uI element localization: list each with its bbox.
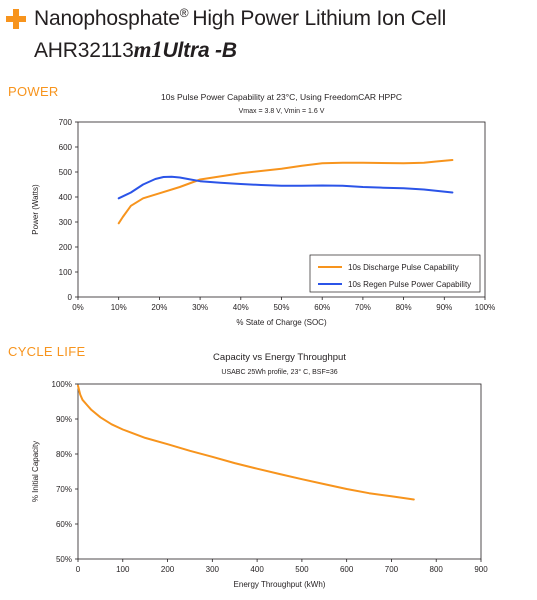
plot-frame [77, 383, 482, 560]
y-tick-label: 200 [59, 243, 73, 252]
legend-label-2: 10s Regen Pulse Power Capability [348, 280, 471, 289]
model-m1: m1 [133, 37, 163, 62]
model-title: AHR32113m1Ultra -B [34, 37, 237, 63]
x-tick-label: 90% [436, 303, 452, 312]
y-tick-label: 70% [56, 485, 72, 494]
y-tick-label: 100% [52, 380, 72, 389]
chart-subtitle: USABC 25Wh profile, 23° C, BSF=36 [221, 368, 337, 376]
x-tick-label: 40% [233, 303, 249, 312]
header: Nanophosphate® High Power Lithium Ion Cel… [0, 0, 537, 70]
x-tick-label: 800 [430, 565, 444, 574]
y-tick-label: 100 [59, 268, 73, 277]
page-title: Nanophosphate® High Power Lithium Ion Cel… [34, 6, 446, 31]
x-tick-label: 100% [475, 303, 495, 312]
y-tick-label: 0 [68, 293, 73, 302]
y-tick-label: 300 [59, 218, 73, 227]
x-tick-label: 80% [396, 303, 412, 312]
chart-title: Capacity vs Energy Throughput [213, 352, 346, 363]
y-tick-label: 90% [56, 415, 72, 424]
y-tick-label: 600 [59, 143, 73, 152]
x-tick-label: 0 [76, 565, 81, 574]
model-prefix: AHR32113 [34, 39, 134, 62]
section-cycle-life-label: CYCLE LIFE [8, 344, 86, 359]
power-chart: 10s Pulse Power Capability at 23°C, Usin… [31, 92, 495, 327]
x-tick-label: 10% [111, 303, 127, 312]
title-rest: High Power Lithium Ion Cell [192, 7, 447, 30]
x-tick-label: 200 [161, 565, 175, 574]
x-tick-label: 900 [474, 565, 488, 574]
plus-logo-icon [6, 9, 26, 29]
y-tick-label: 400 [59, 193, 73, 202]
y-tick-label: 700 [59, 118, 73, 127]
series-line-1 [117, 159, 454, 225]
legend-label-1: 10s Discharge Pulse Capability [348, 263, 459, 272]
y-axis-label: Power (Watts) [31, 184, 40, 235]
x-tick-label: 100 [116, 565, 130, 574]
title-brand: Nanophosphate [34, 7, 180, 30]
y-tick-label: 80% [56, 450, 72, 459]
x-axis-label: % State of Charge (SOC) [236, 318, 327, 327]
x-tick-label: 30% [192, 303, 208, 312]
series-line-1 [77, 384, 415, 501]
chart-legend [309, 254, 481, 293]
x-tick-label: 500 [295, 565, 309, 574]
y-axis-label: % Initial Capacity [31, 441, 40, 502]
series-line-2 [117, 175, 454, 200]
cycle-life-chart: Capacity vs Energy Throughput USABC 25Wh … [31, 352, 488, 589]
model-suffix: Ultra -B [162, 39, 237, 62]
x-tick-label: 20% [151, 303, 167, 312]
x-tick-label: 60% [314, 303, 330, 312]
x-tick-label: 600 [340, 565, 354, 574]
x-tick-label: 300 [206, 565, 220, 574]
registered-mark: ® [179, 6, 189, 20]
y-tick-label: 500 [59, 168, 73, 177]
x-tick-label: 400 [250, 565, 264, 574]
y-tick-label: 60% [56, 520, 72, 529]
x-tick-label: 0% [72, 303, 84, 312]
x-tick-label: 700 [385, 565, 399, 574]
section-power-label: POWER [8, 84, 59, 99]
chart-title: 10s Pulse Power Capability at 23°C, Usin… [161, 92, 402, 102]
x-axis-label: Energy Throughput (kWh) [234, 580, 326, 589]
chart-subtitle: Vmax = 3.8 V, Vmin = 1.6 V [239, 108, 325, 115]
x-tick-label: 50% [273, 303, 289, 312]
y-tick-label: 50% [56, 555, 72, 564]
x-tick-label: 70% [355, 303, 371, 312]
